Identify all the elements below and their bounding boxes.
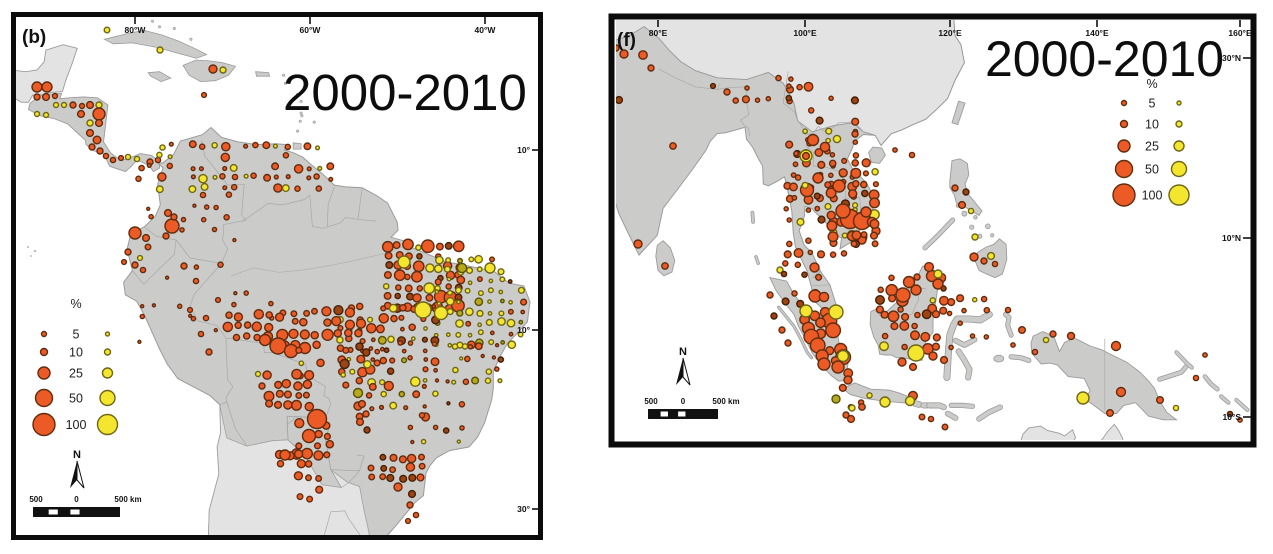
svg-text:500 km: 500 km <box>114 495 141 504</box>
svg-text:10°: 10° <box>517 145 530 155</box>
svg-text:80°W: 80°W <box>125 25 147 35</box>
svg-text:10: 10 <box>1145 118 1159 132</box>
svg-text:30°: 30° <box>517 504 530 514</box>
svg-text:50: 50 <box>1145 163 1159 177</box>
svg-text:160°E: 160°E <box>1228 28 1252 38</box>
svg-text:N: N <box>679 346 687 358</box>
svg-text:(f): (f) <box>617 30 636 51</box>
svg-text:10°: 10° <box>517 325 530 335</box>
svg-text:N: N <box>73 449 81 461</box>
svg-text:%: % <box>1146 77 1157 91</box>
svg-text:40°W: 40°W <box>475 25 497 35</box>
svg-text:50: 50 <box>69 392 83 406</box>
svg-text:0: 0 <box>681 397 686 406</box>
svg-text:(b): (b) <box>22 27 46 48</box>
svg-text:10°S: 10°S <box>1222 412 1241 422</box>
svg-text:100: 100 <box>1142 189 1163 203</box>
svg-text:2000-2010: 2000-2010 <box>985 31 1224 87</box>
svg-text:5: 5 <box>1149 97 1156 111</box>
svg-text:10: 10 <box>69 346 83 360</box>
svg-text:100°E: 100°E <box>793 28 817 38</box>
svg-text:2000-2010: 2000-2010 <box>283 64 527 121</box>
svg-text:100: 100 <box>66 418 87 432</box>
svg-text:%: % <box>70 297 81 311</box>
svg-text:500 km: 500 km <box>712 397 739 406</box>
svg-text:500: 500 <box>29 495 43 504</box>
svg-text:500: 500 <box>644 397 658 406</box>
svg-text:80°E: 80°E <box>649 28 668 38</box>
svg-text:10°N: 10°N <box>1222 233 1241 243</box>
svg-text:140°E: 140°E <box>1085 28 1109 38</box>
svg-text:25: 25 <box>1145 140 1159 154</box>
svg-text:5: 5 <box>73 328 80 342</box>
svg-text:30°N: 30°N <box>1222 53 1241 63</box>
svg-text:25: 25 <box>69 367 83 381</box>
svg-text:60°W: 60°W <box>300 25 322 35</box>
svg-text:0: 0 <box>74 495 79 504</box>
svg-text:120°E: 120°E <box>938 28 962 38</box>
